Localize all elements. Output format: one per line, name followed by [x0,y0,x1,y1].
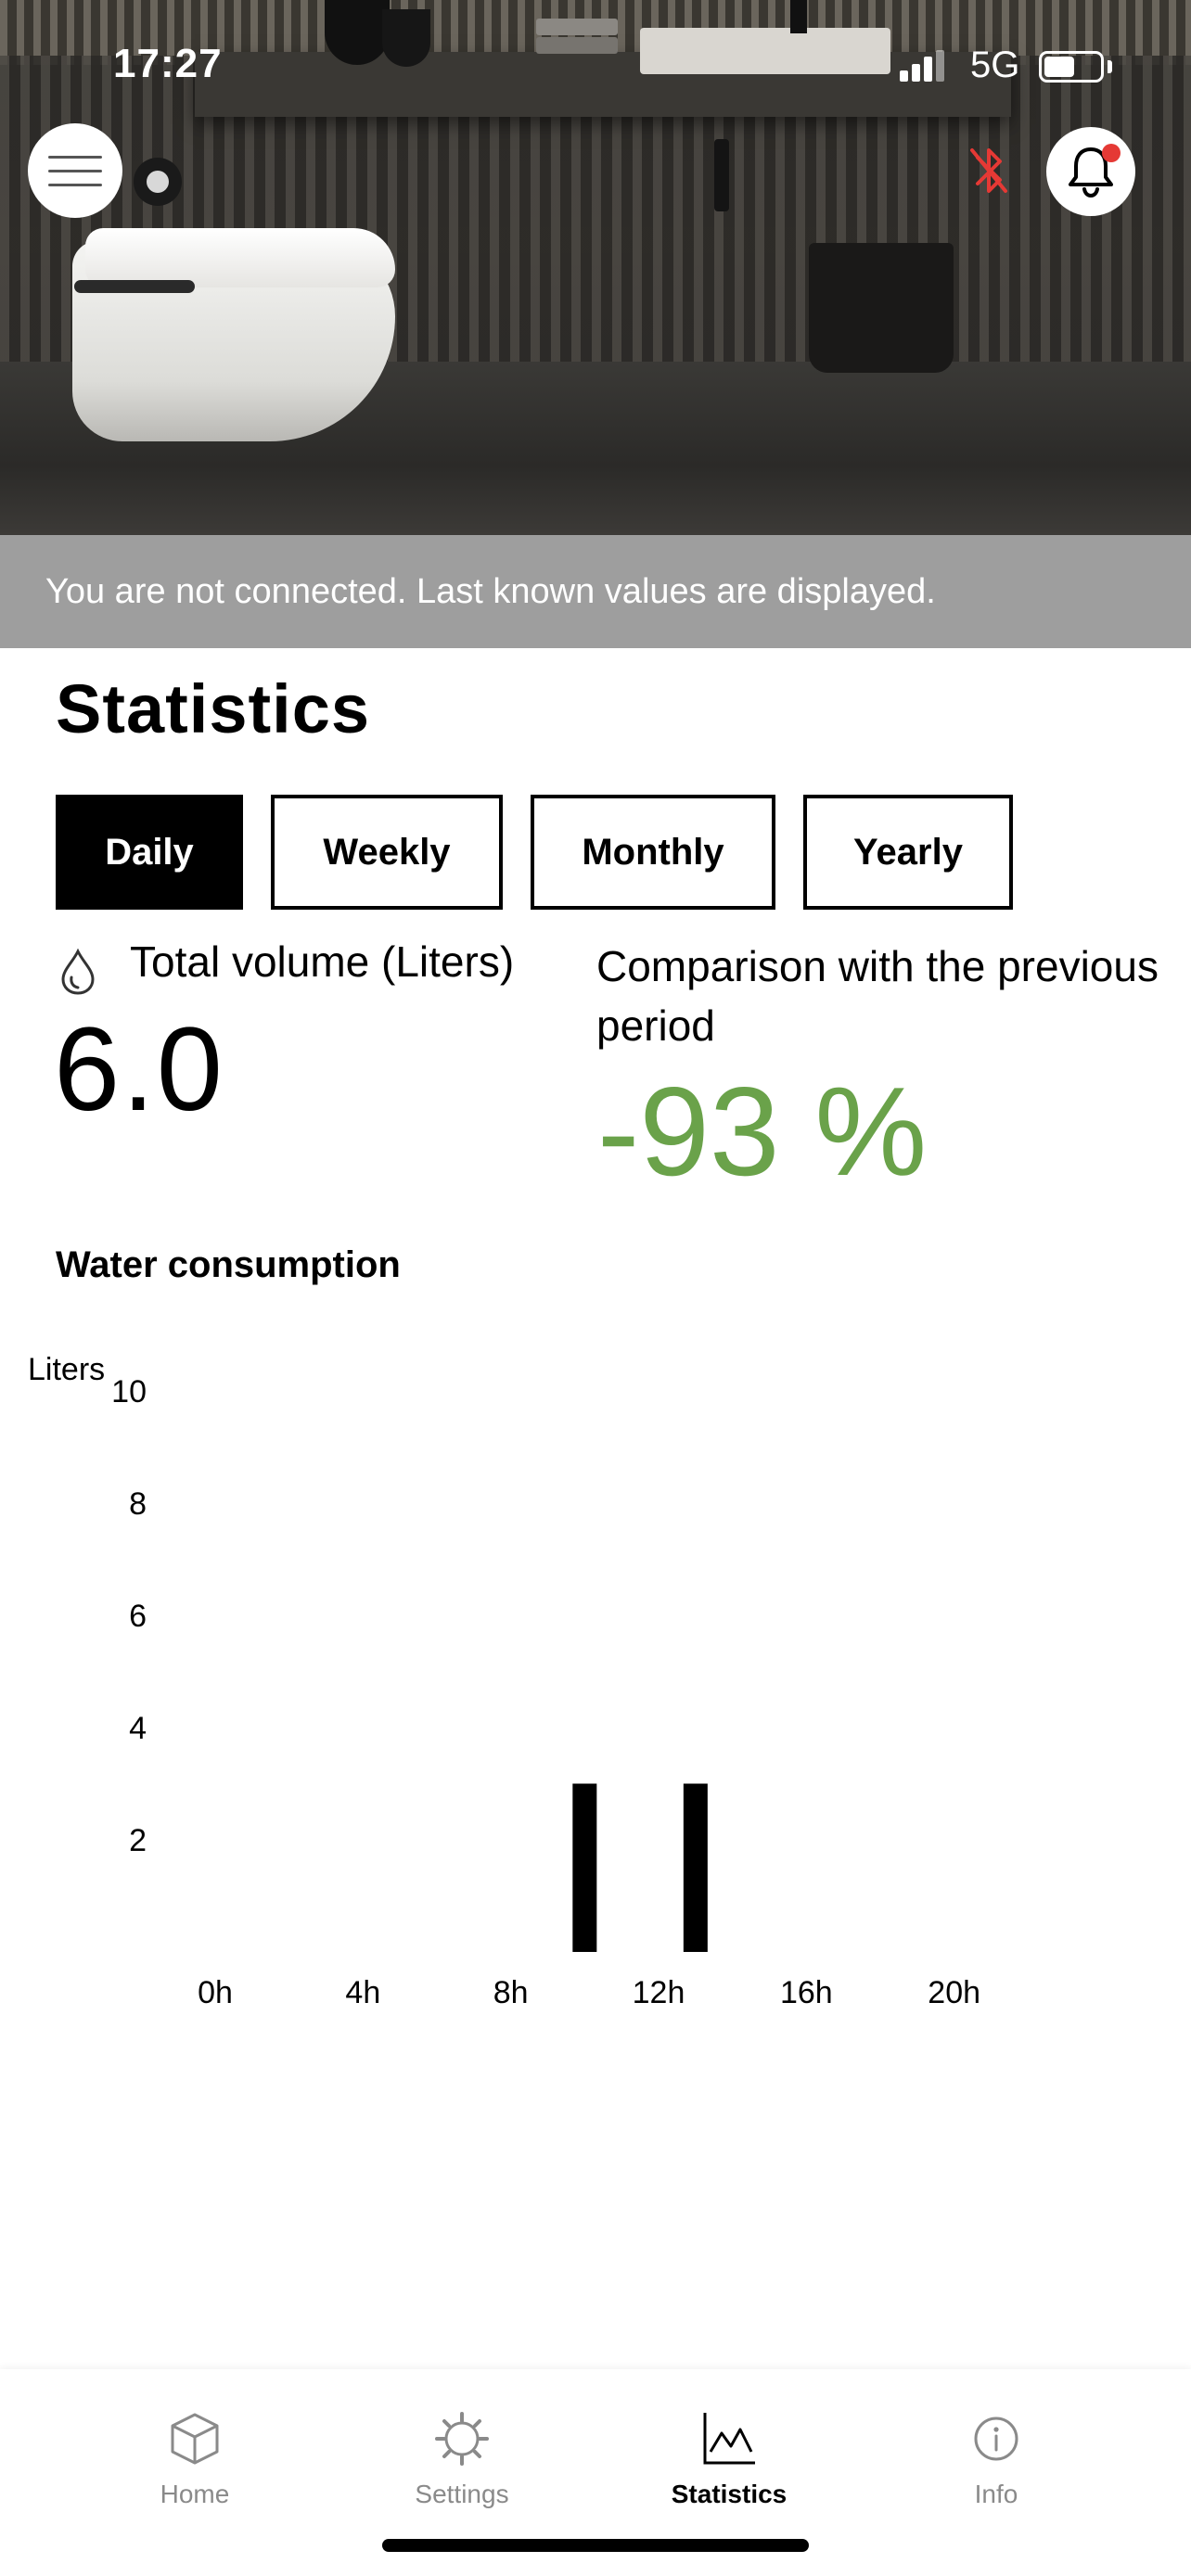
y-tick-label: 2 [129,1823,147,1858]
x-tick-label: 16h [780,1975,833,2010]
waste-bin [809,243,954,373]
chart-title: Water consumption [56,1244,401,1285]
pipe [714,139,729,211]
nav-statistics[interactable]: Statistics [636,2409,822,2520]
water-drop-icon [61,948,95,995]
bluetooth-disabled-icon[interactable] [965,143,1013,198]
y-axis-label: Liters [28,1352,105,1387]
toilet-control-panel [74,280,195,293]
x-tick-label: 4h [345,1975,380,2010]
hamburger-menu-icon [48,184,102,186]
tab-yearly[interactable]: Yearly [803,795,1013,910]
home-indicator [382,2539,809,2552]
bell-icon [1069,147,1113,198]
battery-icon [1039,51,1104,83]
connection-banner: You are not connected. Last known values… [0,535,1191,648]
nav-info[interactable]: Info [903,2409,1089,2520]
comparison-value: -93 % [597,1061,928,1202]
x-tick-label: 12h [633,1975,685,2010]
page-title: Statistics [56,670,371,747]
nav-label: Settings [415,2480,509,2508]
nav-settings[interactable]: Settings [369,2409,555,2520]
gear-icon [435,2412,489,2466]
x-tick-label: 0h [198,1975,233,2010]
nav-home[interactable]: Home [102,2409,288,2520]
vase [325,0,390,65]
info-icon [974,2417,1018,2461]
network-type: 5G [970,45,1020,85]
y-tick-label: 10 [111,1374,147,1409]
hamburger-menu-icon [48,156,102,159]
vase [382,9,430,67]
battery-tip [1108,60,1112,73]
x-tick-label: 20h [928,1975,980,2010]
total-volume-label: Total volume (Liters) [130,937,515,986]
hamburger-menu-icon [48,170,102,172]
sink [640,28,890,74]
tab-weekly[interactable]: Weekly [271,795,503,910]
towel [536,19,618,35]
battery-level [1044,57,1074,77]
nav-label: Info [974,2480,1018,2508]
y-tick-label: 8 [129,1486,147,1522]
tab-daily[interactable]: Daily [56,795,243,910]
total-volume-value: 6.0 [54,1003,224,1136]
menu-button[interactable] [28,123,122,218]
chart-bar [683,1783,708,1952]
hero-image [0,0,1191,535]
chart-icon [703,2413,755,2465]
tab-monthly[interactable]: Monthly [531,795,775,910]
toilet-paper-roll [134,158,182,206]
status-time: 17:27 [113,41,223,86]
x-tick-label: 8h [493,1975,529,2010]
toilet-lid [85,228,395,287]
cube-icon [171,2413,219,2465]
y-tick-label: 6 [129,1599,147,1634]
notification-badge [1102,144,1121,162]
comparison-label: Comparison with the previous period [596,942,1159,1050]
chart-bar [572,1783,597,1952]
cellular-signal-icon [900,50,944,82]
nav-label: Statistics [671,2480,788,2508]
faucet [790,0,807,33]
y-tick-label: 4 [129,1711,147,1746]
notifications-button[interactable] [1046,127,1135,216]
nav-label: Home [160,2480,230,2508]
towel [536,37,618,54]
